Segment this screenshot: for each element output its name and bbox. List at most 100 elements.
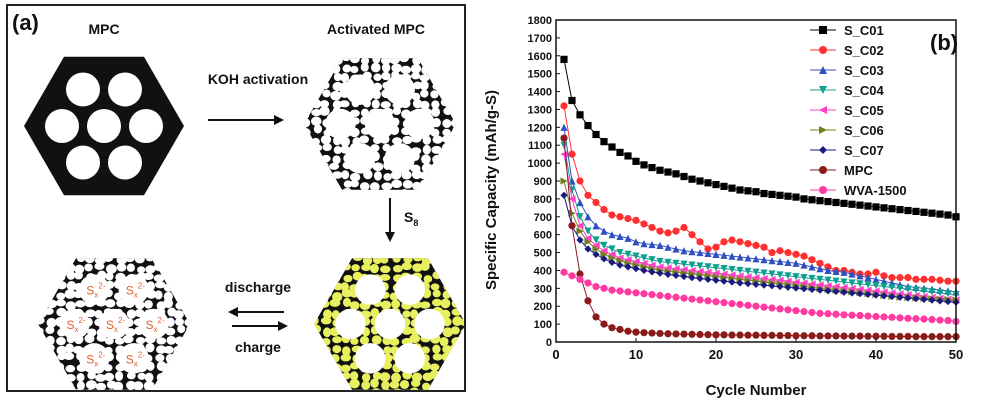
data-point [872, 276, 879, 283]
carbon-particle [331, 363, 341, 371]
data-point [936, 317, 943, 324]
carbon-particle [165, 371, 175, 378]
carbon-particle [36, 335, 46, 344]
data-point [672, 170, 679, 177]
carbon-particle [429, 164, 439, 172]
y-tick-label: 600 [534, 230, 552, 242]
legend-marker [819, 106, 827, 114]
carbon-particle [175, 353, 185, 362]
carbon-particle [420, 80, 429, 90]
legend-label: WVA-1500 [844, 183, 907, 198]
data-point [720, 238, 727, 245]
carbon-particle [311, 182, 321, 189]
data-point [888, 205, 895, 212]
legend-label: S_C07 [844, 143, 884, 158]
mpc-pore [129, 109, 163, 143]
pore [395, 343, 425, 373]
carbon-particle [381, 300, 391, 309]
carbon-particle [125, 254, 135, 262]
data-point [576, 177, 583, 184]
carbon-particle [442, 53, 451, 61]
carbon-particle [36, 363, 47, 370]
data-point [816, 197, 823, 204]
carbon-particle [342, 53, 351, 61]
pore [335, 309, 365, 339]
data-point [912, 276, 919, 283]
carbon-particle [461, 293, 464, 300]
carbon-particle [452, 299, 461, 308]
carbon-particle [310, 54, 320, 61]
data-point [736, 331, 743, 338]
carbon-particle [36, 310, 46, 318]
data-point [576, 111, 583, 118]
carbon-particle [117, 263, 127, 272]
data-point [768, 191, 775, 198]
charge-label: charge [235, 339, 281, 355]
carbon-particle [451, 354, 462, 362]
data-point [640, 220, 647, 227]
sulfur-loaded-hexagon [310, 244, 464, 390]
data-point [752, 188, 759, 195]
carbon-particle [184, 318, 195, 326]
y-tick-label: 1600 [528, 51, 552, 63]
data-point [936, 210, 943, 217]
carbon-particle [401, 245, 410, 254]
data-point [624, 288, 631, 295]
data-point [648, 164, 655, 171]
data-point [688, 331, 695, 338]
carbon-particle [460, 337, 464, 345]
carbon-particle [433, 353, 443, 360]
y-tick-label: 100 [534, 319, 552, 331]
carbon-particle [443, 264, 451, 274]
data-point [600, 321, 607, 328]
legend-marker [819, 126, 827, 134]
carbon-particle [310, 289, 319, 298]
discharged-hexagon: Sx2-Sx2-Sx2-Sx2-Sx2-Sx2-Sx2- [33, 244, 197, 390]
data-point [592, 199, 599, 206]
y-tick-label: 1200 [528, 122, 552, 134]
data-point [664, 229, 671, 236]
carbon-particle [390, 381, 400, 389]
legend-label: S_C06 [844, 123, 884, 138]
carbon-particle [312, 63, 321, 70]
data-point [904, 274, 911, 281]
carbon-particle [55, 263, 66, 270]
data-point [728, 236, 735, 243]
carbon-particle [312, 353, 323, 362]
data-point [592, 313, 599, 320]
carbon-particle [320, 162, 328, 171]
carbon-particle [331, 263, 339, 272]
carbon-particle [413, 190, 423, 199]
carbon-particle [57, 244, 66, 254]
carbon-particle [321, 264, 330, 273]
carbon-particle [312, 273, 320, 283]
carbon-particle [322, 45, 331, 54]
carbon-particle [45, 288, 54, 298]
x-tick-label: 20 [709, 347, 723, 362]
carbon-particle [322, 143, 331, 151]
carbon-particle [391, 300, 400, 309]
legend-label: MPC [844, 163, 874, 178]
carbon-particle [36, 290, 46, 300]
carbon-particle [351, 264, 359, 271]
pore [414, 309, 444, 339]
data-point [936, 277, 943, 284]
data-point [752, 332, 759, 339]
carbon-particle [380, 48, 389, 56]
carbon-particle [451, 326, 460, 334]
data-point [616, 326, 623, 333]
carbon-particle [321, 317, 332, 324]
y-tick-label: 200 [534, 301, 552, 313]
carbon-particle [451, 292, 461, 300]
data-point [600, 206, 607, 213]
carbon-particle [333, 190, 342, 199]
data-point [648, 224, 655, 231]
carbon-particle [302, 178, 311, 187]
carbon-particle [322, 254, 332, 263]
carbon-particle [65, 365, 75, 373]
carbon-particle [449, 262, 460, 271]
data-point [608, 324, 615, 331]
carbon-particle [442, 143, 450, 153]
carbon-particle [34, 316, 45, 324]
carbon-particle [399, 53, 409, 62]
